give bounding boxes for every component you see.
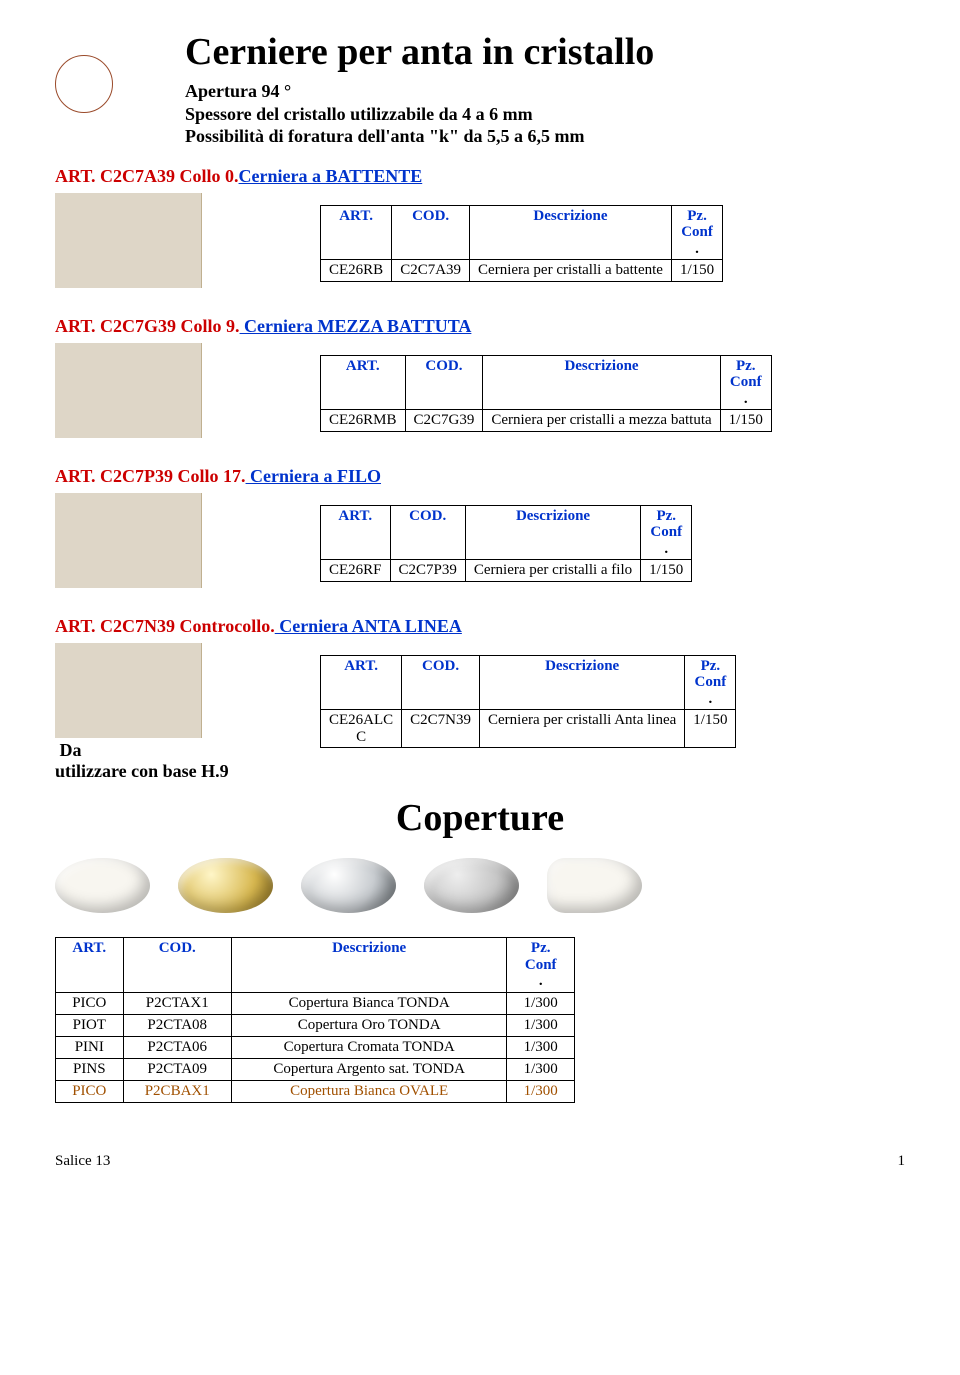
- table-header-row: ART. COD. Descrizione Pz.Conf.: [321, 355, 772, 410]
- section-heading: ART. C2C7P39 Collo 17. Cerniera a FILO: [55, 466, 905, 487]
- product-row: ART. COD. Descrizione Pz.Conf. CE26RF C2…: [55, 493, 905, 588]
- col-pz: Pz.Conf.: [507, 938, 575, 993]
- table-header-row: ART. COD. Descrizione Pz.Conf.: [56, 938, 575, 993]
- col-cod: COD.: [390, 505, 465, 560]
- cell-pz: 1/150: [720, 410, 771, 432]
- col-cod: COD.: [123, 938, 231, 993]
- col-desc: Descrizione: [483, 355, 720, 410]
- product-table: ART. COD. Descrizione Pz.Conf. CE26RB C2…: [320, 205, 723, 283]
- product-table: ART. COD. Descrizione Pz.Conf. CE26RF C2…: [320, 505, 692, 583]
- col-desc: Descrizione: [231, 938, 507, 993]
- cell-art: CE26RMB: [321, 410, 406, 432]
- col-pz: Pz.Conf.: [671, 205, 722, 260]
- table-header-row: ART. COD. Descrizione Pz.Conf.: [321, 655, 736, 710]
- cell-pz: 1/150: [671, 260, 722, 282]
- product-image: [55, 493, 300, 588]
- cell-art: CE26RB: [321, 260, 392, 282]
- cell-cod: C2C7P39: [390, 560, 465, 582]
- table-row: PICOP2CTAX1Copertura Bianca TONDA1/300: [56, 992, 575, 1014]
- product-image: [55, 193, 300, 288]
- section-heading: ART. C2C7G39 Collo 9. Cerniera MEZZA BAT…: [55, 316, 905, 337]
- col-cod: COD.: [392, 205, 470, 260]
- table-row: CE26RMB C2C7G39 Cerniera per cristalli a…: [321, 410, 772, 432]
- col-cod: COD.: [402, 655, 480, 710]
- section-heading: ART. C2C7A39 Collo 0.Cerniera a BATTENTE: [55, 166, 905, 187]
- footer-left: Salice 13: [55, 1153, 110, 1170]
- product-image: [55, 643, 300, 738]
- table-row: CE26RF C2C7P39 Cerniera per cristalli a …: [321, 560, 692, 582]
- product-image: [55, 343, 300, 438]
- cell-desc: Cerniera per cristalli a mezza battuta: [483, 410, 720, 432]
- cover-satin-round: [424, 858, 519, 913]
- cell-pz: 1/150: [685, 710, 736, 748]
- cell-art: CE26RF: [321, 560, 391, 582]
- product-table: ART. COD. Descrizione Pz.Conf. CE26ALCC …: [320, 655, 736, 749]
- cover-white-oval: [547, 858, 642, 913]
- section-heading: ART. C2C7N39 Controcollo. Cerniera ANTA …: [55, 616, 905, 637]
- product-table: ART. COD. Descrizione Pz.Conf. CE26RMB C…: [320, 355, 772, 433]
- col-art: ART.: [321, 655, 402, 710]
- table-row: PINIP2CTA06Copertura Cromata TONDA1/300: [56, 1036, 575, 1058]
- cell-desc: Cerniera per cristalli a filo: [465, 560, 640, 582]
- col-pz: Pz.Conf.: [641, 505, 692, 560]
- product-row: ART. COD. Descrizione Pz.Conf. CE26RMB C…: [55, 343, 905, 438]
- table-row: CE26RB C2C7A39 Cerniera per cristalli a …: [321, 260, 723, 282]
- coperture-table: ART. COD. Descrizione Pz.Conf. PICOP2CTA…: [55, 937, 575, 1103]
- page-footer: Salice 13 1: [55, 1153, 905, 1170]
- heading-code: ART. C2C7G39 Collo 9.: [55, 316, 240, 336]
- cell-desc: Cerniera per cristalli Anta linea: [480, 710, 685, 748]
- heading-type: Cerniera ANTA LINEA: [275, 616, 462, 636]
- col-desc: Descrizione: [480, 655, 685, 710]
- compass-diagram: [55, 55, 113, 113]
- col-art: ART.: [321, 205, 392, 260]
- col-pz: Pz.Conf.: [720, 355, 771, 410]
- product-row: ART. COD. Descrizione Pz.Conf. CE26RB C2…: [55, 193, 905, 288]
- table-header-row: ART. COD. Descrizione Pz.Conf.: [321, 205, 723, 260]
- col-pz: Pz.Conf.: [685, 655, 736, 710]
- heading-code: ART. C2C7A39 Collo 0.: [55, 166, 239, 186]
- col-art: ART.: [321, 355, 406, 410]
- col-cod: COD.: [405, 355, 483, 410]
- table-header-row: ART. COD. Descrizione Pz.Conf.: [321, 505, 692, 560]
- cell-cod: C2C7A39: [392, 260, 470, 282]
- heading-type: Cerniera a BATTENTE: [239, 166, 423, 186]
- heading-type: Cerniera MEZZA BATTUTA: [240, 316, 472, 336]
- heading-type: Cerniera a FILO: [246, 466, 381, 486]
- col-art: ART.: [56, 938, 124, 993]
- table-row: PIOTP2CTA08Copertura Oro TONDA1/300: [56, 1014, 575, 1036]
- table-row: CE26ALCC C2C7N39 Cerniera per cristalli …: [321, 710, 736, 748]
- product-row: ART. COD. Descrizione Pz.Conf. CE26ALCC …: [55, 643, 905, 749]
- specs-block: Apertura 94 ° Spessore del cristallo uti…: [55, 80, 905, 148]
- cover-gold-round: [178, 858, 273, 913]
- cover-images-row: [55, 858, 905, 913]
- coperture-title: Coperture: [55, 796, 905, 840]
- cell-art: CE26ALCC: [321, 710, 402, 748]
- table-row: PICOP2CBAX1Copertura Bianca OVALE1/300: [56, 1080, 575, 1102]
- cell-cod: C2C7G39: [405, 410, 483, 432]
- spec-line: Possibilità di foratura dell'anta "k" da…: [185, 125, 905, 148]
- col-desc: Descrizione: [465, 505, 640, 560]
- footer-right: 1: [898, 1153, 906, 1170]
- cell-desc: Cerniera per cristalli a battente: [470, 260, 672, 282]
- spec-line: Apertura 94 °: [185, 80, 905, 103]
- cell-pz: 1/150: [641, 560, 692, 582]
- heading-code: ART. C2C7N39 Controcollo.: [55, 616, 275, 636]
- table-row: PINSP2CTA09Copertura Argento sat. TONDA1…: [56, 1058, 575, 1080]
- col-desc: Descrizione: [470, 205, 672, 260]
- cover-white-round: [55, 858, 150, 913]
- heading-code: ART. C2C7P39 Collo 17.: [55, 466, 246, 486]
- page-title: Cerniere per anta in cristallo: [55, 30, 905, 74]
- cell-cod: C2C7N39: [402, 710, 480, 748]
- col-art: ART.: [321, 505, 391, 560]
- spec-line: Spessore del cristallo utilizzabile da 4…: [185, 103, 905, 126]
- cover-chrome-round: [301, 858, 396, 913]
